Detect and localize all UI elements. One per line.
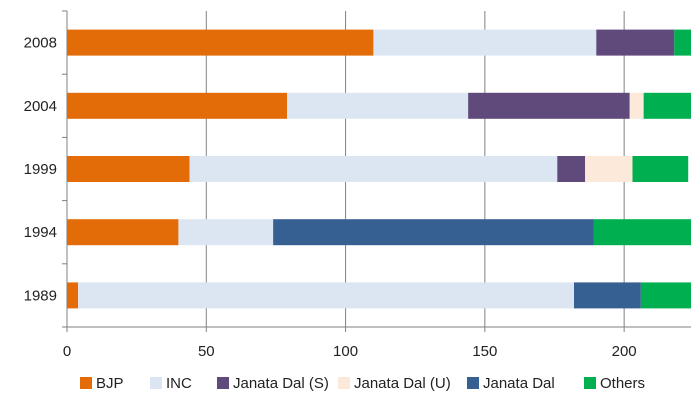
x-axis-labels: 0 50 100 150 200 bbox=[63, 343, 637, 360]
legend-label: Janata Dal (U) bbox=[354, 375, 451, 392]
bar-2004-janata-dal-u bbox=[629, 92, 644, 119]
legend-label: Others bbox=[600, 375, 645, 392]
axes bbox=[62, 10, 691, 332]
bar-1994-janata-dal bbox=[273, 219, 594, 246]
y-axis-labels: 2008 2004 1999 1994 1989 bbox=[24, 35, 57, 305]
y-tick-label: 2008 bbox=[24, 35, 57, 52]
legend-swatch bbox=[80, 377, 92, 389]
x-tick-label: 200 bbox=[612, 343, 637, 360]
x-tick-label: 100 bbox=[333, 343, 358, 360]
legend-swatch bbox=[150, 377, 162, 389]
x-tick-label: 0 bbox=[63, 343, 71, 360]
y-tick-label: 2004 bbox=[24, 98, 57, 115]
legend-swatch bbox=[217, 377, 229, 389]
bar-1994-others bbox=[593, 219, 691, 246]
x-tick-label: 150 bbox=[472, 343, 497, 360]
bar-1999-bjp bbox=[67, 156, 190, 182]
bar-1989-inc bbox=[78, 282, 575, 309]
y-tick-label: 1989 bbox=[24, 287, 57, 304]
bar-1989-janata-dal bbox=[574, 282, 641, 309]
y-tick-label: 1994 bbox=[24, 224, 57, 241]
bar-1994-bjp bbox=[67, 219, 179, 246]
legend-label: Janata Dal (S) bbox=[233, 375, 329, 392]
bar-2008-others bbox=[674, 29, 691, 56]
bar-2004-bjp bbox=[67, 92, 288, 119]
bar-2004-inc bbox=[287, 92, 469, 119]
bar-2004-janata-dal-s bbox=[468, 92, 630, 119]
bars bbox=[67, 29, 691, 309]
legend: BJP INC Janata Dal (S) Janata Dal (U) Janata… bbox=[80, 375, 645, 392]
bar-2004-others bbox=[643, 92, 691, 119]
bar-1999-inc bbox=[189, 156, 558, 182]
legend-swatch bbox=[338, 377, 350, 389]
legend-label: Janata Dal bbox=[483, 375, 555, 392]
bar-1999-janata-dal-s bbox=[557, 156, 586, 182]
bar-1999-janata-dal-u bbox=[585, 156, 633, 182]
y-tick-label: 1999 bbox=[24, 161, 57, 178]
bar-2008-bjp bbox=[67, 29, 374, 56]
x-tick-label: 50 bbox=[198, 343, 215, 360]
legend-swatch bbox=[584, 377, 596, 389]
bar-2008-janata-dal-s bbox=[596, 29, 675, 56]
legend-label: BJP bbox=[96, 375, 124, 392]
bar-1999-others bbox=[632, 156, 689, 182]
legend-label: INC bbox=[166, 375, 192, 392]
bar-1989-bjp bbox=[67, 282, 79, 309]
bar-1989-others bbox=[640, 282, 691, 309]
bar-2008-inc bbox=[373, 29, 597, 56]
bar-1994-inc bbox=[178, 219, 274, 246]
legend-swatch bbox=[467, 377, 479, 389]
